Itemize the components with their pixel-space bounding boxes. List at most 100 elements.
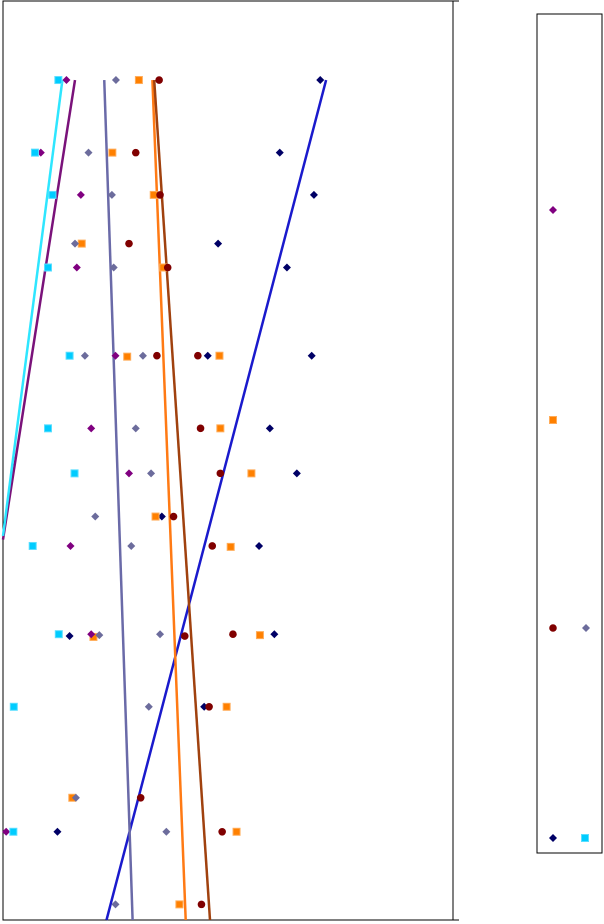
data-point-series-6 (65, 351, 74, 360)
data-point-series-3 (208, 542, 217, 550)
trendline-series-1 (105, 79, 328, 921)
data-point-series-3 (216, 469, 225, 478)
data-point-series-2 (108, 148, 117, 157)
data-point-series-4 (91, 512, 100, 521)
data-point-series-3 (136, 793, 145, 802)
data-point-series-6 (44, 263, 52, 272)
data-point-series-2 (77, 239, 86, 248)
data-point-series-4 (138, 351, 147, 360)
data-point-series-3 (205, 702, 213, 711)
data-point-series-2 (149, 190, 158, 199)
data-point-series-5 (2, 827, 11, 836)
data-point-series-6 (30, 148, 39, 157)
data-point-series-6 (28, 541, 37, 550)
data-point-series-1 (307, 351, 316, 360)
data-point-series-4 (111, 76, 120, 85)
data-point-series-4 (127, 541, 136, 550)
data-point-series-5 (76, 190, 85, 199)
data-point-series-4 (84, 148, 93, 157)
data-point-series-2 (226, 542, 235, 551)
plot-area-border (2, 0, 454, 921)
data-point-series-4 (80, 351, 89, 360)
data-point-series-1 (282, 263, 291, 272)
legend-marker-series-4 (582, 624, 590, 632)
data-point-series-5 (62, 76, 71, 85)
data-point-series-6 (70, 469, 79, 478)
data-point-series-3 (197, 900, 206, 909)
data-point-series-2 (247, 469, 256, 478)
data-point-series-3 (156, 191, 164, 199)
data-point-series-3 (181, 632, 189, 640)
trendlines (1, 79, 328, 921)
data-point-series-6 (48, 190, 57, 199)
data-point-series-2 (123, 352, 132, 361)
data-point-series-3 (196, 424, 205, 433)
trendline-series-6 (1, 79, 64, 537)
data-point-series-5 (66, 541, 75, 550)
data-point-series-2 (175, 900, 184, 909)
data-point-series-4 (71, 239, 79, 248)
legend-marker-series-6 (581, 834, 589, 842)
data-point-series-1 (214, 239, 223, 248)
trendline-series-2 (151, 79, 187, 921)
legend-marker-series-5 (549, 206, 557, 214)
data-point-series-1 (309, 190, 318, 199)
data-point-series-6 (9, 827, 18, 836)
data-point-series-6 (54, 630, 63, 639)
legend-marker-series-3 (549, 624, 557, 632)
data-point-series-2 (222, 702, 231, 711)
data-point-series-3 (125, 239, 133, 248)
data-point-series-4 (107, 190, 116, 199)
data-point-series-1 (203, 351, 212, 360)
data-point-series-4 (109, 263, 118, 272)
data-point-series-3 (153, 351, 161, 360)
data-point-series-3 (218, 827, 226, 836)
data-point-series-1 (255, 541, 264, 550)
legend-marker-series-2 (549, 416, 557, 424)
data-point-series-2 (232, 827, 241, 836)
data-point-series-4 (144, 702, 153, 711)
data-point-series-5 (87, 424, 96, 433)
chart-frame (2, 0, 459, 921)
data-point-series-2 (151, 512, 160, 521)
data-point-series-1 (65, 632, 74, 641)
data-point-series-1 (292, 469, 301, 478)
legend-box (536, 13, 603, 854)
data-point-series-4 (111, 900, 120, 909)
data-point-series-4 (95, 631, 104, 640)
data-point-series-2 (216, 424, 225, 433)
data-point-series-3 (194, 351, 202, 360)
data-point-series-4 (131, 424, 140, 433)
data-point-series-2 (255, 631, 264, 640)
trendline-series-3 (152, 79, 212, 921)
data-point-series-3 (131, 148, 140, 157)
data-point-series-5 (87, 630, 96, 639)
data-point-series-1 (316, 76, 325, 85)
data-point-series-4 (162, 827, 171, 836)
data-point-series-6 (9, 702, 18, 711)
data-point-series-1 (275, 148, 284, 157)
data-point-series-4 (147, 469, 156, 478)
data-point-series-3 (155, 76, 163, 84)
data-point-series-1 (157, 512, 166, 521)
data-point-series-1 (265, 424, 274, 433)
data-point-series-3 (169, 512, 178, 521)
data-point-series-5 (125, 469, 133, 478)
data-point-series-6 (54, 76, 63, 85)
data-point-series-3 (163, 263, 172, 272)
legend-marker-series-1 (549, 834, 557, 842)
data-point-series-2 (215, 351, 224, 360)
data-point-series-2 (134, 76, 143, 85)
data-point-series-5 (111, 351, 120, 360)
data-point-series-4 (156, 630, 165, 639)
data-points (2, 76, 325, 909)
data-point-series-1 (53, 827, 62, 836)
legend (536, 13, 603, 854)
data-point-series-1 (270, 630, 279, 639)
trendline-series-5 (1, 79, 77, 540)
data-point-series-5 (72, 263, 81, 272)
trendline-series-4 (103, 79, 134, 921)
data-point-series-3 (229, 630, 237, 638)
